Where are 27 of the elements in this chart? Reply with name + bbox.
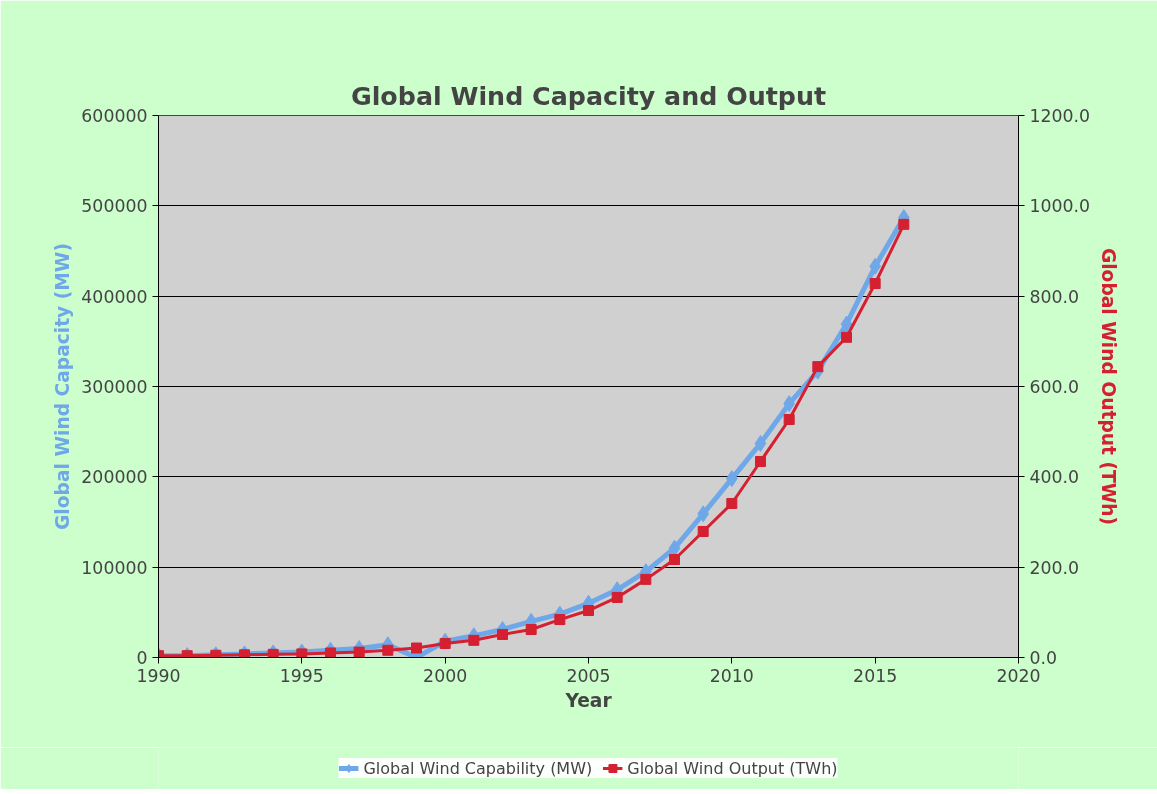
y-tick-label: 200000 [81,467,148,488]
y2-tick-label: 1000.0 [1029,196,1091,217]
x-axis-title: Year [564,689,613,711]
x-tick-label: 2020 [996,665,1041,686]
x-tick-label: 2000 [423,665,468,686]
legend-label: Global Wind Capability (MW) [363,758,593,778]
y2-tick-label: 0.0 [1029,648,1058,668]
y-tick-label: 300000 [81,377,148,397]
chart-title: Global Wind Capacity and Output [350,80,827,111]
x-tick-label: 1995 [279,665,324,686]
y-tick-label: 0 [136,648,148,668]
y-tick-label: 400000 [81,286,148,307]
legend-label: Global Wind Output (TWh) [627,758,838,778]
y2-tick-label: 200.0 [1029,557,1080,578]
y2-tick-label: 1200.0 [1029,106,1091,126]
y-axis-title: Global Wind Capacity (MW) [52,243,74,530]
x-tick-label: 1990 [136,665,181,686]
x-tick-label: 2005 [566,665,611,686]
y-tick-label: 100000 [81,557,148,578]
x-tick-label: 2015 [853,665,898,686]
y2-tick-label: 800.0 [1029,286,1080,307]
y2-axis-title: Global Wind Output (TWh) [1098,247,1120,526]
y2-tick-label: 400.0 [1029,467,1080,488]
y2-tick-label: 600.0 [1029,377,1080,397]
y-tick-label: 500000 [81,196,148,217]
x-tick-label: 2010 [709,665,754,686]
y-tick-label: 600000 [81,106,148,126]
